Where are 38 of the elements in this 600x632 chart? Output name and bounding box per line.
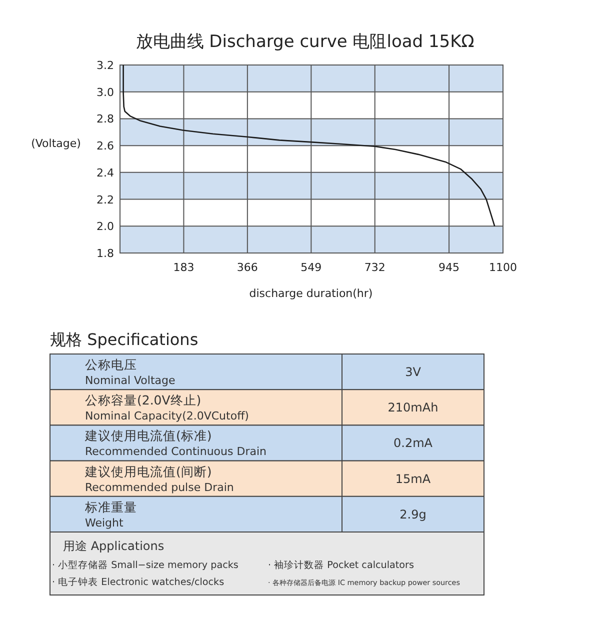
text: 建议使用电流值(间断) (84, 464, 212, 479)
text: · 袖珍计数器 Pocket calculators (268, 559, 414, 571)
text: 3V (405, 365, 422, 379)
y-tick-label: 3.2 (96, 59, 114, 72)
x-tick-label: 366 (236, 261, 258, 274)
y-tick-label: 1.8 (96, 247, 114, 260)
text: 用途 Applications (63, 539, 164, 553)
y-tick-label: 2.2 (96, 193, 114, 206)
y-tick-label: 2.4 (96, 166, 114, 180)
text: Nominal Voltage (85, 374, 176, 387)
y-tick-label: 3.0 (96, 86, 114, 99)
text: 建议使用电流值(标准) (84, 428, 212, 444)
text: · 电子钟表 Electronic watches/clocks (52, 576, 224, 588)
text: 标准重量 (84, 499, 137, 514)
text: 公称容量(2.0V终止) (85, 392, 202, 408)
text: · 小型存储器 Small−size memory packs (52, 559, 238, 571)
text: Recommended pulse Drain (85, 480, 234, 494)
text: Weight (85, 516, 124, 530)
x-axis-title: discharge duration(hr) (249, 287, 373, 300)
y-tick-label: 2.6 (96, 140, 114, 153)
text: 公称电压 (85, 357, 137, 372)
text: 210mAh (388, 400, 438, 415)
text: 0.2mA (394, 436, 434, 450)
line-series (122, 64, 496, 227)
chart-title: 放电曲线 Discharge curve 电阻load 15KΩ (136, 32, 474, 52)
x-tick-label: 1100 (489, 261, 517, 274)
y-tick-label: 2.0 (96, 220, 114, 234)
x-tick-label: 183 (173, 261, 194, 274)
text: Recommended Continuous Drain (85, 445, 267, 458)
text: 15mA (395, 472, 432, 486)
y-tick-label: 2.8 (96, 112, 114, 126)
x-tick-label: 945 (438, 261, 460, 274)
text: 规格 Specifications (50, 330, 198, 349)
text: 2.9g (400, 507, 426, 522)
x-tick-label: 732 (364, 261, 386, 274)
text: Nominal Capacity(2.0VCutoff) (85, 410, 249, 423)
y-axis-title: (Voltage) (31, 137, 81, 150)
x-tick-label: 549 (300, 261, 322, 274)
